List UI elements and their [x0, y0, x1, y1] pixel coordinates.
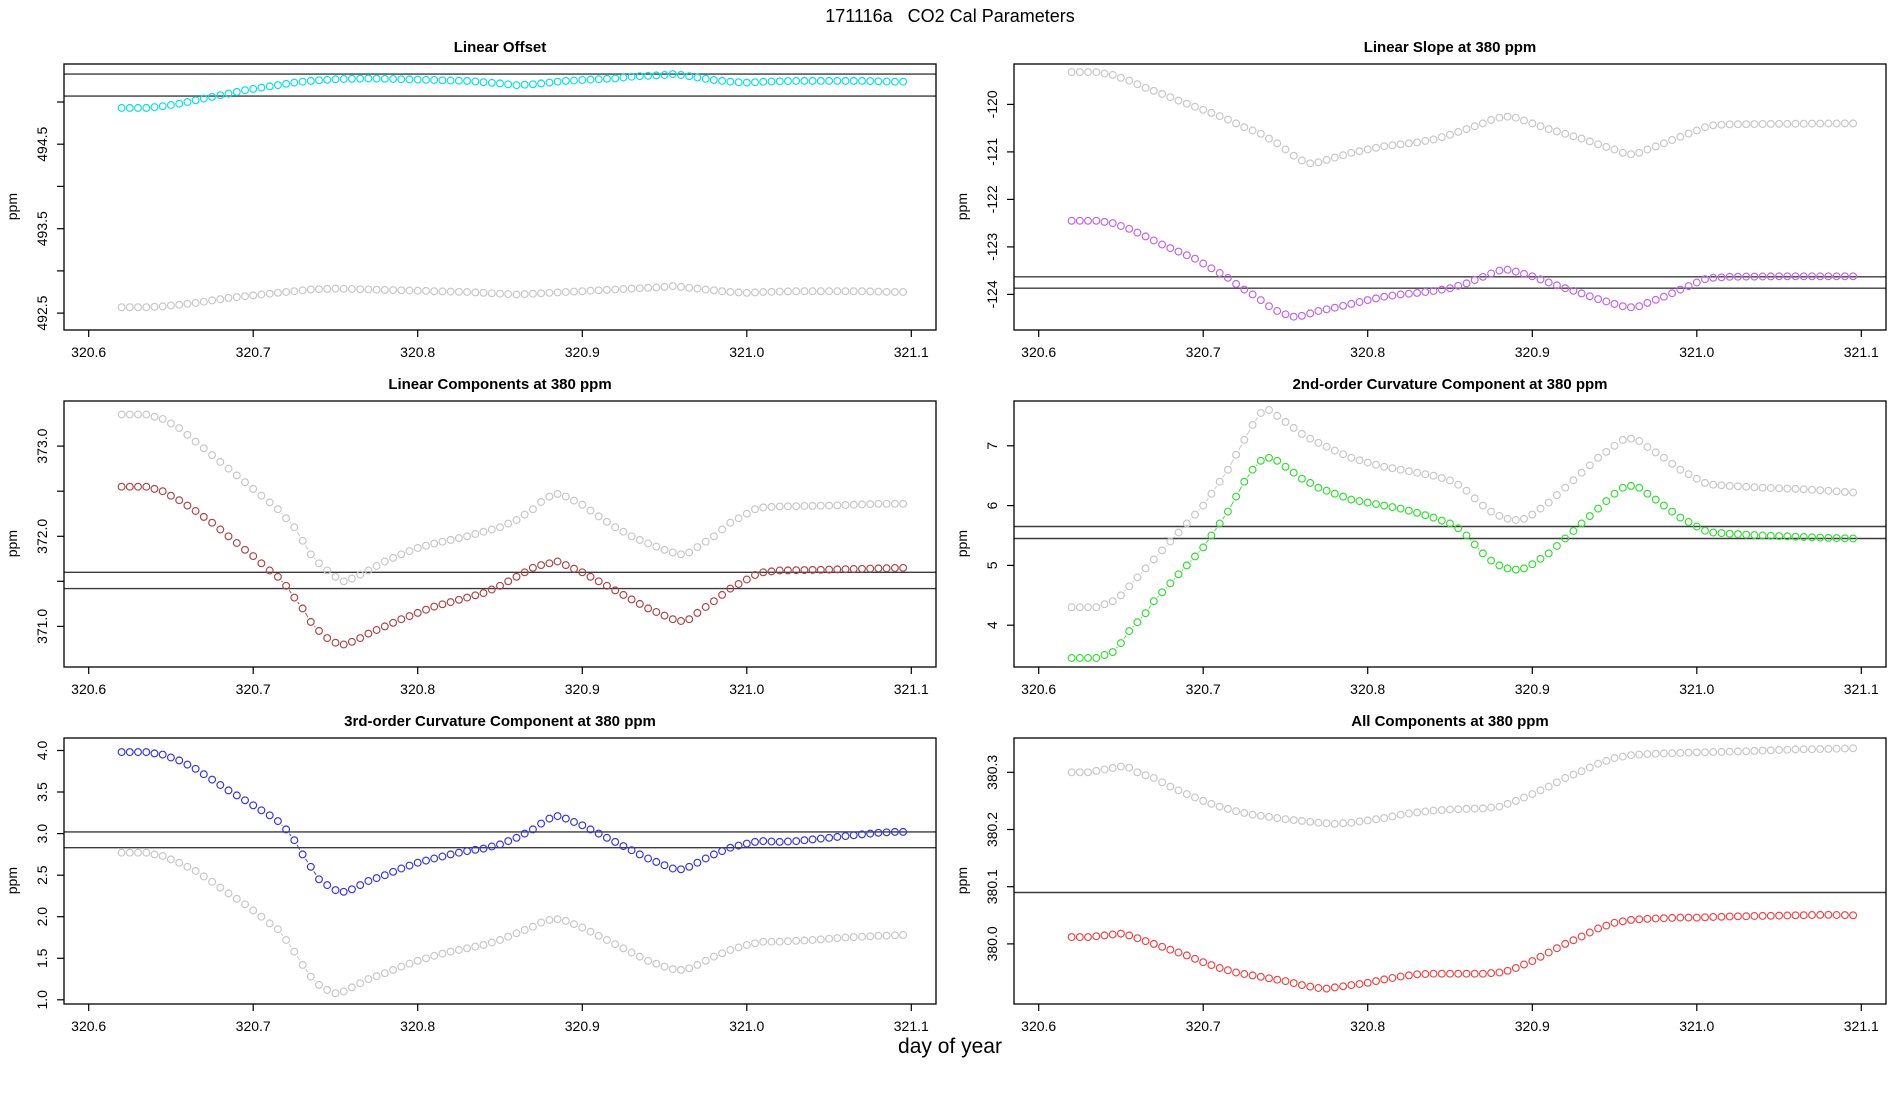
svg-text:320.8: 320.8	[400, 1018, 435, 1034]
svg-text:380.3: 380.3	[984, 755, 1000, 790]
panel-title: 2nd-order Curvature Component at 380 ppm	[1292, 376, 1608, 393]
svg-text:321.1: 321.1	[894, 681, 929, 697]
svg-text:-121: -121	[984, 138, 1000, 166]
svg-text:321.1: 321.1	[1844, 1018, 1879, 1034]
svg-text:320.9: 320.9	[1515, 1018, 1550, 1034]
svg-text:320.7: 320.7	[1186, 681, 1221, 697]
svg-text:2.0: 2.0	[34, 907, 50, 927]
svg-text:-120: -120	[984, 90, 1000, 118]
figure-title: 171116a CO2 Cal Parameters	[825, 6, 1075, 26]
svg-text:320.8: 320.8	[1350, 681, 1385, 697]
linear-components-plot: 320.6 320.7 320.8 320.9 321.0 321.1 371.0 372.0…	[34, 400, 937, 697]
svg-text:321.0: 321.0	[1679, 681, 1714, 697]
svg-text:320.6: 320.6	[71, 1018, 106, 1034]
svg-text:-123: -123	[984, 233, 1000, 261]
all-components-plot: 320.6 320.7 320.8 320.9 321.0 321.1 380.0 380.1…	[984, 737, 1887, 1034]
svg-text:492.5: 492.5	[34, 295, 50, 330]
svg-text:380.2: 380.2	[984, 812, 1000, 847]
svg-text:3.5: 3.5	[34, 782, 50, 802]
svg-text:-124: -124	[984, 280, 1000, 308]
svg-text:320.8: 320.8	[1350, 344, 1385, 360]
svg-text:380.1: 380.1	[984, 869, 1000, 904]
panel-2nd-order-curvature: 2nd-order Curvature Component at 380 ppm…	[950, 375, 1900, 712]
svg-text:321.1: 321.1	[894, 344, 929, 360]
svg-text:321.0: 321.0	[729, 681, 764, 697]
svg-text:320.9: 320.9	[1515, 344, 1550, 360]
svg-text:494.5: 494.5	[34, 126, 50, 161]
svg-text:320.6: 320.6	[71, 681, 106, 697]
panel-3rd-order-curvature: 3rd-order Curvature Component at 380 ppm…	[0, 712, 950, 1049]
svg-text:371.0: 371.0	[34, 609, 50, 644]
panel-linear-components: Linear Components at 380 ppm ppm 320.6 32…	[0, 375, 950, 712]
svg-text:320.8: 320.8	[1350, 1018, 1385, 1034]
2nd-order-curvature-plot: 320.6 320.7 320.8 320.9 321.0 321.1 4 5 6 7	[984, 400, 1887, 697]
panel-title: Linear Slope at 380 ppm	[1363, 39, 1537, 56]
svg-text:320.6: 320.6	[1021, 681, 1056, 697]
svg-text:320.7: 320.7	[1186, 1018, 1221, 1034]
svg-text:7: 7	[984, 442, 1000, 450]
svg-text:3.0: 3.0	[34, 824, 50, 844]
svg-text:320.7: 320.7	[1186, 344, 1221, 360]
svg-text:321.0: 321.0	[1679, 344, 1714, 360]
svg-text:4: 4	[984, 621, 1000, 629]
svg-text:-122: -122	[984, 185, 1000, 213]
panel-linear-slope: Linear Slope at 380 ppm ppm 320.6 320.7 32…	[950, 38, 1900, 375]
svg-text:320.6: 320.6	[71, 344, 106, 360]
svg-text:320.7: 320.7	[236, 681, 271, 697]
svg-text:321.0: 321.0	[729, 1018, 764, 1034]
svg-text:320.8: 320.8	[400, 344, 435, 360]
svg-text:321.0: 321.0	[1679, 1018, 1714, 1034]
svg-text:4.0: 4.0	[34, 741, 50, 761]
svg-text:320.9: 320.9	[565, 1018, 600, 1034]
svg-text:320.6: 320.6	[1021, 344, 1056, 360]
svg-text:5: 5	[984, 561, 1000, 569]
x-axis-label: day of year	[898, 1035, 1002, 1058]
3rd-order-curvature-plot: 320.6 320.7 320.8 320.9 321.0 321.1 1.0 1.5 2.0 2…	[34, 737, 937, 1034]
svg-text:321.1: 321.1	[1844, 681, 1879, 697]
svg-text:320.9: 320.9	[565, 344, 600, 360]
svg-text:321.1: 321.1	[894, 1018, 929, 1034]
svg-text:320.7: 320.7	[236, 344, 271, 360]
svg-text:320.9: 320.9	[565, 681, 600, 697]
svg-text:321.1: 321.1	[1844, 344, 1879, 360]
svg-text:372.0: 372.0	[34, 519, 50, 554]
panel-title: All Components at 380 ppm	[1351, 713, 1549, 730]
linear-slope-plot: 320.6 320.7 320.8 320.9 321.0 321.1 -124 -123 -1…	[984, 63, 1887, 360]
linear-offset-plot: 320.6 320.7 320.8 320.9 321.0 321.1 492.5 493.5…	[34, 63, 937, 360]
panel-title: Linear Offset	[453, 39, 547, 56]
svg-text:320.7: 320.7	[236, 1018, 271, 1034]
svg-text:6: 6	[984, 501, 1000, 509]
svg-text:493.5: 493.5	[34, 211, 50, 246]
panel-all-components: All Components at 380 ppm ppm 320.6 320.7…	[950, 712, 1900, 1049]
svg-text:320.8: 320.8	[400, 681, 435, 697]
svg-text:1.0: 1.0	[34, 990, 50, 1010]
svg-text:1.5: 1.5	[34, 948, 50, 968]
svg-text:373.0: 373.0	[34, 428, 50, 463]
svg-text:2.5: 2.5	[34, 865, 50, 885]
panel-title: 3rd-order Curvature Component at 380 ppm	[344, 713, 656, 730]
panel-title: Linear Components at 380 ppm	[388, 376, 612, 393]
svg-text:321.0: 321.0	[729, 344, 764, 360]
svg-text:380.0: 380.0	[984, 926, 1000, 961]
panel-linear-offset: Linear Offset ppm 320.6 320.7 320.8 320.9 32…	[0, 38, 950, 375]
svg-text:320.9: 320.9	[1515, 681, 1550, 697]
svg-text:320.6: 320.6	[1021, 1018, 1056, 1034]
panel-grid: Linear Offset ppm 320.6 320.7 320.8 320.9 32…	[0, 38, 1900, 1049]
